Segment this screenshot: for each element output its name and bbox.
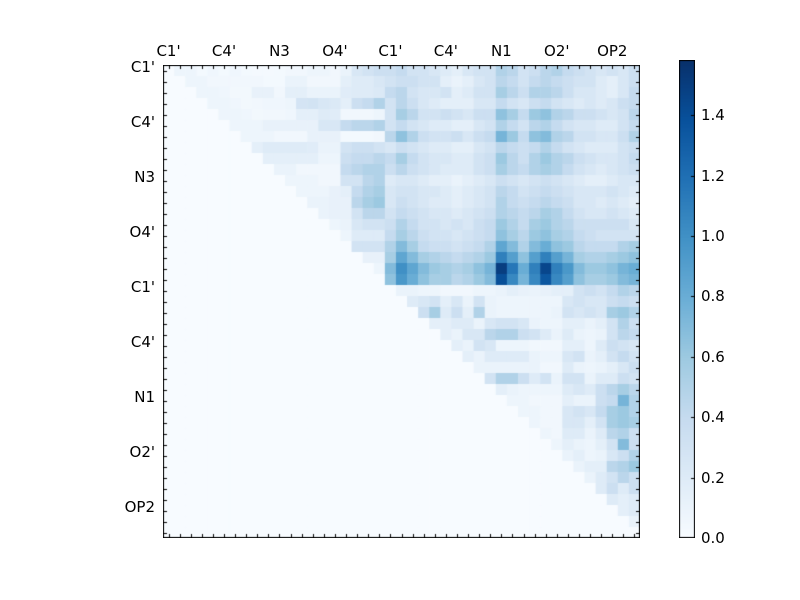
colorbar-tick-label: 1.0 <box>701 227 725 246</box>
y-tick-label: C1' <box>130 278 155 296</box>
colorbar-tick-label: 0.4 <box>701 408 725 427</box>
y-tick-label: O2' <box>129 443 155 461</box>
colorbar-tick-label: 1.2 <box>701 166 725 185</box>
x-tick-label: C1' <box>156 42 181 60</box>
y-tick-label: C4' <box>130 113 155 131</box>
colorbar-tick-label: 0.6 <box>701 347 725 366</box>
x-tick-label: O4' <box>322 42 348 60</box>
y-tick-label: OP2 <box>124 498 155 516</box>
colorbar <box>679 60 695 538</box>
colorbar-canvas <box>679 60 695 538</box>
colorbar-tick-label: 0.2 <box>701 468 725 487</box>
x-tick-label: C4' <box>433 42 458 60</box>
x-tick-label: C4' <box>211 42 237 60</box>
x-tick-label: N1 <box>490 42 512 60</box>
heatmap-canvas <box>163 65 640 538</box>
colorbar-tick-label: 1.4 <box>701 106 725 125</box>
y-tick-label: C4' <box>130 333 155 351</box>
heatmap-plot-area <box>163 65 640 538</box>
colorbar-tick-label: 0.8 <box>701 287 725 306</box>
y-tick-label: N3 <box>134 168 155 186</box>
y-tick-label: N1 <box>134 388 155 406</box>
x-tick-label: N3 <box>269 42 290 60</box>
x-tick-label: OP2 <box>597 42 628 60</box>
x-tick-label: C1' <box>378 42 403 60</box>
y-tick-label: C1' <box>130 58 155 76</box>
colorbar-tick-label: 0.0 <box>701 529 725 547</box>
x-tick-label: O2' <box>544 42 570 60</box>
y-tick-label: O4' <box>129 223 155 241</box>
